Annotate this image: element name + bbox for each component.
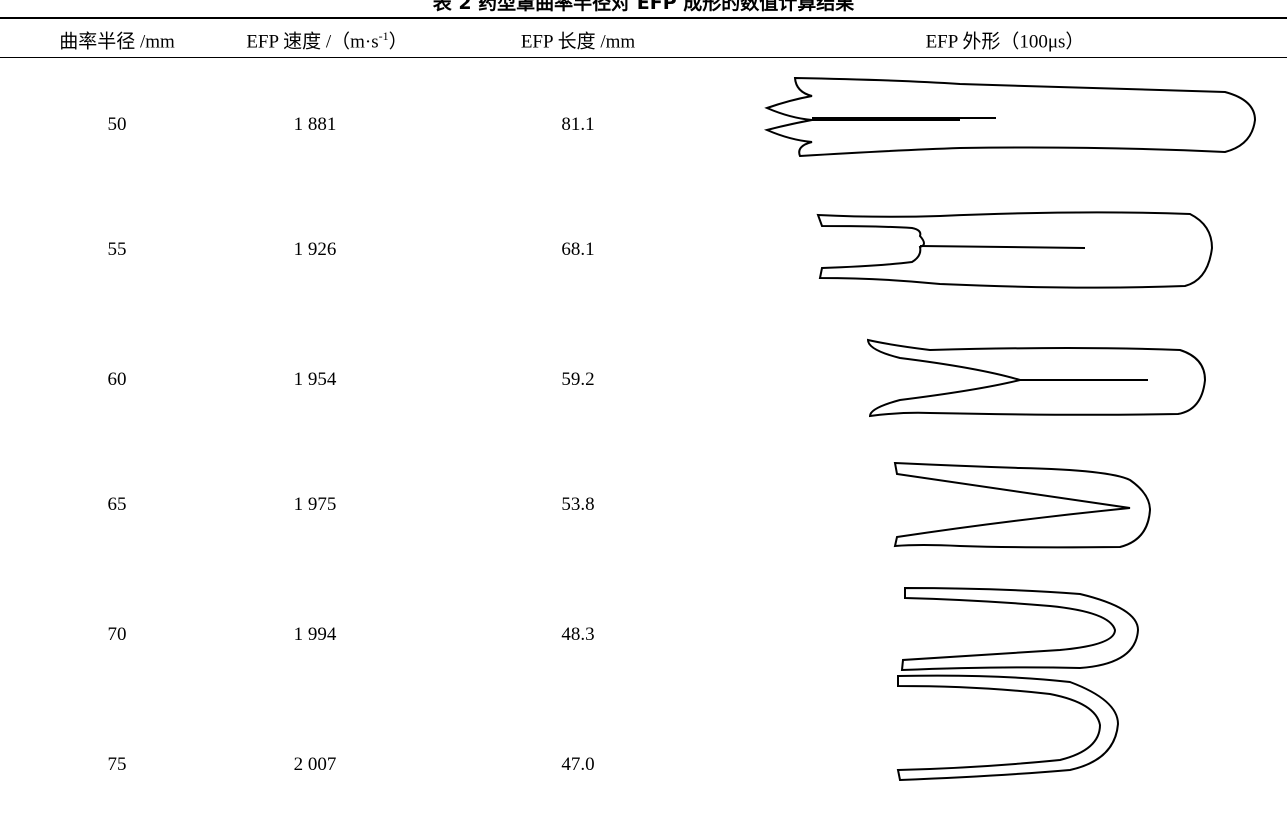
efp-shapes — [0, 0, 1287, 821]
efp-shape — [902, 588, 1138, 670]
efp-shape — [767, 78, 1255, 156]
efp-shape — [868, 340, 1205, 416]
efp-shape — [818, 212, 1212, 287]
page: {"table": { "title": "表 2 药型罩曲率半径对 EFP 成… — [0, 0, 1287, 821]
efp-shape — [898, 676, 1118, 780]
efp-shape — [895, 463, 1150, 547]
